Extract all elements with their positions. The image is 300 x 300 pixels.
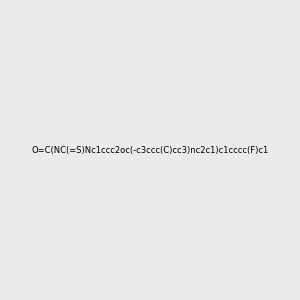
Text: O=C(NC(=S)Nc1ccc2oc(-c3ccc(C)cc3)nc2c1)c1cccc(F)c1: O=C(NC(=S)Nc1ccc2oc(-c3ccc(C)cc3)nc2c1)c… xyxy=(32,146,268,154)
